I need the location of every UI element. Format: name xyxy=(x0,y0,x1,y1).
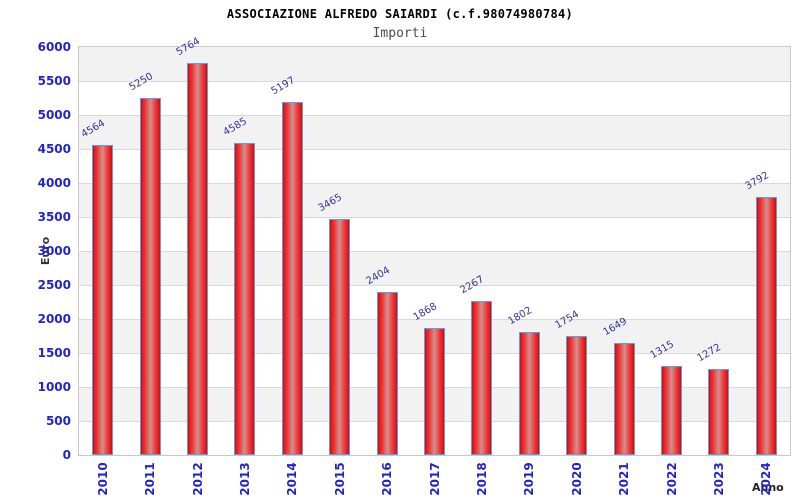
y-tick-label: 6000 xyxy=(37,40,71,54)
bar-2012 xyxy=(187,63,208,455)
bar-2015 xyxy=(329,219,351,455)
gridline xyxy=(79,250,790,252)
x-tick-label: 2021 xyxy=(617,462,632,496)
y-tick-label: 4500 xyxy=(37,142,71,156)
x-tick-label: 2015 xyxy=(332,462,347,496)
y-tick-label: 4000 xyxy=(37,176,71,190)
y-tick-label: 5500 xyxy=(37,74,71,88)
y-tick-label: 2500 xyxy=(37,278,71,292)
chart-title: ASSOCIAZIONE ALFREDO SAIARDI (c.f.980749… xyxy=(226,7,574,21)
bar-2016 xyxy=(376,291,398,455)
gridline xyxy=(79,216,790,218)
plot-area xyxy=(79,47,790,455)
bar-2024 xyxy=(755,197,777,455)
plot-band xyxy=(79,149,790,183)
x-tick-label: 2022 xyxy=(664,462,679,496)
x-axis-title: Anno xyxy=(752,481,784,494)
x-tick-label: 2013 xyxy=(237,462,252,496)
y-tick-label: 500 xyxy=(45,414,71,428)
gridline xyxy=(79,284,790,286)
x-tick-label: 2024 xyxy=(759,462,774,496)
x-tick-label: 2019 xyxy=(522,462,537,496)
plot-band xyxy=(79,183,790,217)
x-tick-label: 2023 xyxy=(711,462,726,496)
y-tick-label: 1500 xyxy=(37,346,71,360)
x-tick-label: 2018 xyxy=(474,462,489,496)
bar-2018 xyxy=(471,300,493,455)
gridline xyxy=(79,318,790,320)
plot-band xyxy=(79,81,790,115)
plot-band xyxy=(79,115,790,149)
bar-2020 xyxy=(566,335,588,455)
bar-2013 xyxy=(234,143,256,455)
chart-subtitle: Importi xyxy=(372,26,428,41)
x-tick-label: 2011 xyxy=(143,462,158,496)
plot-band xyxy=(79,251,790,285)
gridline xyxy=(79,80,790,82)
x-tick-label: 2010 xyxy=(95,462,110,496)
y-tick-label: 5000 xyxy=(37,108,71,122)
x-tick-label: 2012 xyxy=(190,462,205,496)
y-tick-label: 1000 xyxy=(37,380,71,394)
bar-2017 xyxy=(424,327,445,455)
x-tick-label: 2020 xyxy=(569,462,584,496)
bar-2011 xyxy=(139,98,161,455)
gridline xyxy=(79,182,790,184)
y-tick-label: 2000 xyxy=(37,312,71,326)
gridline xyxy=(79,148,790,150)
y-tick-label: 3500 xyxy=(37,210,71,224)
bar-2023 xyxy=(708,368,730,455)
bar-2019 xyxy=(518,332,540,455)
bar-2014 xyxy=(281,101,303,455)
y-tick-label: 3000 xyxy=(37,244,71,258)
plot-band xyxy=(79,217,790,251)
bar-2021 xyxy=(613,342,635,455)
bar-2022 xyxy=(661,365,682,455)
bar-2010 xyxy=(92,144,114,455)
x-tick-label: 2017 xyxy=(427,462,442,496)
gridline xyxy=(79,114,790,116)
x-tick-label: 2016 xyxy=(380,462,395,496)
x-tick-label: 2014 xyxy=(285,462,300,496)
y-tick-label: 0 xyxy=(62,448,71,462)
